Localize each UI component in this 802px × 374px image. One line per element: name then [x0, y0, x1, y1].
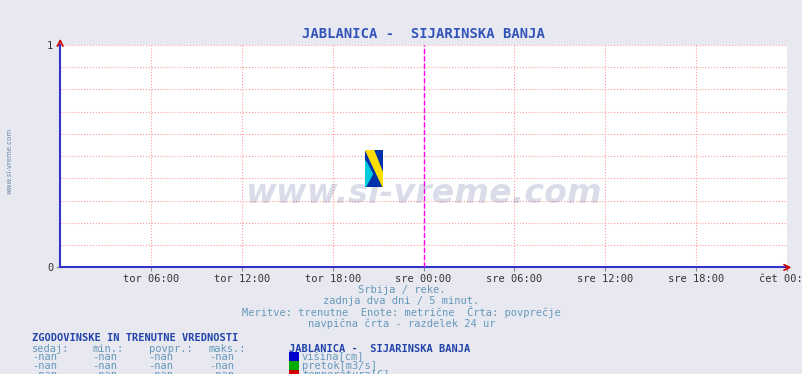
Text: min.:: min.: [92, 344, 124, 353]
Text: Meritve: trenutne  Enote: metrične  Črta: povprečje: Meritve: trenutne Enote: metrične Črta: … [242, 306, 560, 318]
Polygon shape [365, 161, 372, 187]
Text: -nan: -nan [209, 352, 233, 362]
Text: -nan: -nan [92, 361, 117, 371]
Text: www.si-vreme.com: www.si-vreme.com [245, 178, 602, 211]
Text: navpična črta - razdelek 24 ur: navpična črta - razdelek 24 ur [307, 318, 495, 329]
Text: ZGODOVINSKE IN TRENUTNE VREDNOSTI: ZGODOVINSKE IN TRENUTNE VREDNOSTI [32, 333, 238, 343]
Text: maks.:: maks.: [209, 344, 246, 353]
Text: -nan: -nan [148, 352, 173, 362]
Text: -nan: -nan [148, 361, 173, 371]
Text: -nan: -nan [92, 352, 117, 362]
Text: -nan: -nan [209, 370, 233, 374]
Text: temperatura[C]: temperatura[C] [302, 370, 389, 374]
Text: -nan: -nan [209, 361, 233, 371]
Text: -nan: -nan [148, 370, 173, 374]
Text: pretok[m3/s]: pretok[m3/s] [302, 361, 376, 371]
Text: povpr.:: povpr.: [148, 344, 192, 353]
Text: -nan: -nan [32, 352, 57, 362]
Text: zadnja dva dni / 5 minut.: zadnja dva dni / 5 minut. [323, 296, 479, 306]
Polygon shape [365, 150, 383, 187]
Text: -nan: -nan [32, 361, 57, 371]
Text: višina[cm]: višina[cm] [302, 352, 364, 362]
Text: -nan: -nan [92, 370, 117, 374]
Text: www.si-vreme.com: www.si-vreme.com [6, 128, 13, 194]
Title: JABLANICA -  SIJARINSKA BANJA: JABLANICA - SIJARINSKA BANJA [302, 27, 545, 41]
Text: Srbija / reke.: Srbija / reke. [358, 285, 444, 295]
Text: -nan: -nan [32, 370, 57, 374]
Text: sedaj:: sedaj: [32, 344, 70, 353]
Text: JABLANICA -  SIJARINSKA BANJA: JABLANICA - SIJARINSKA BANJA [289, 344, 470, 353]
